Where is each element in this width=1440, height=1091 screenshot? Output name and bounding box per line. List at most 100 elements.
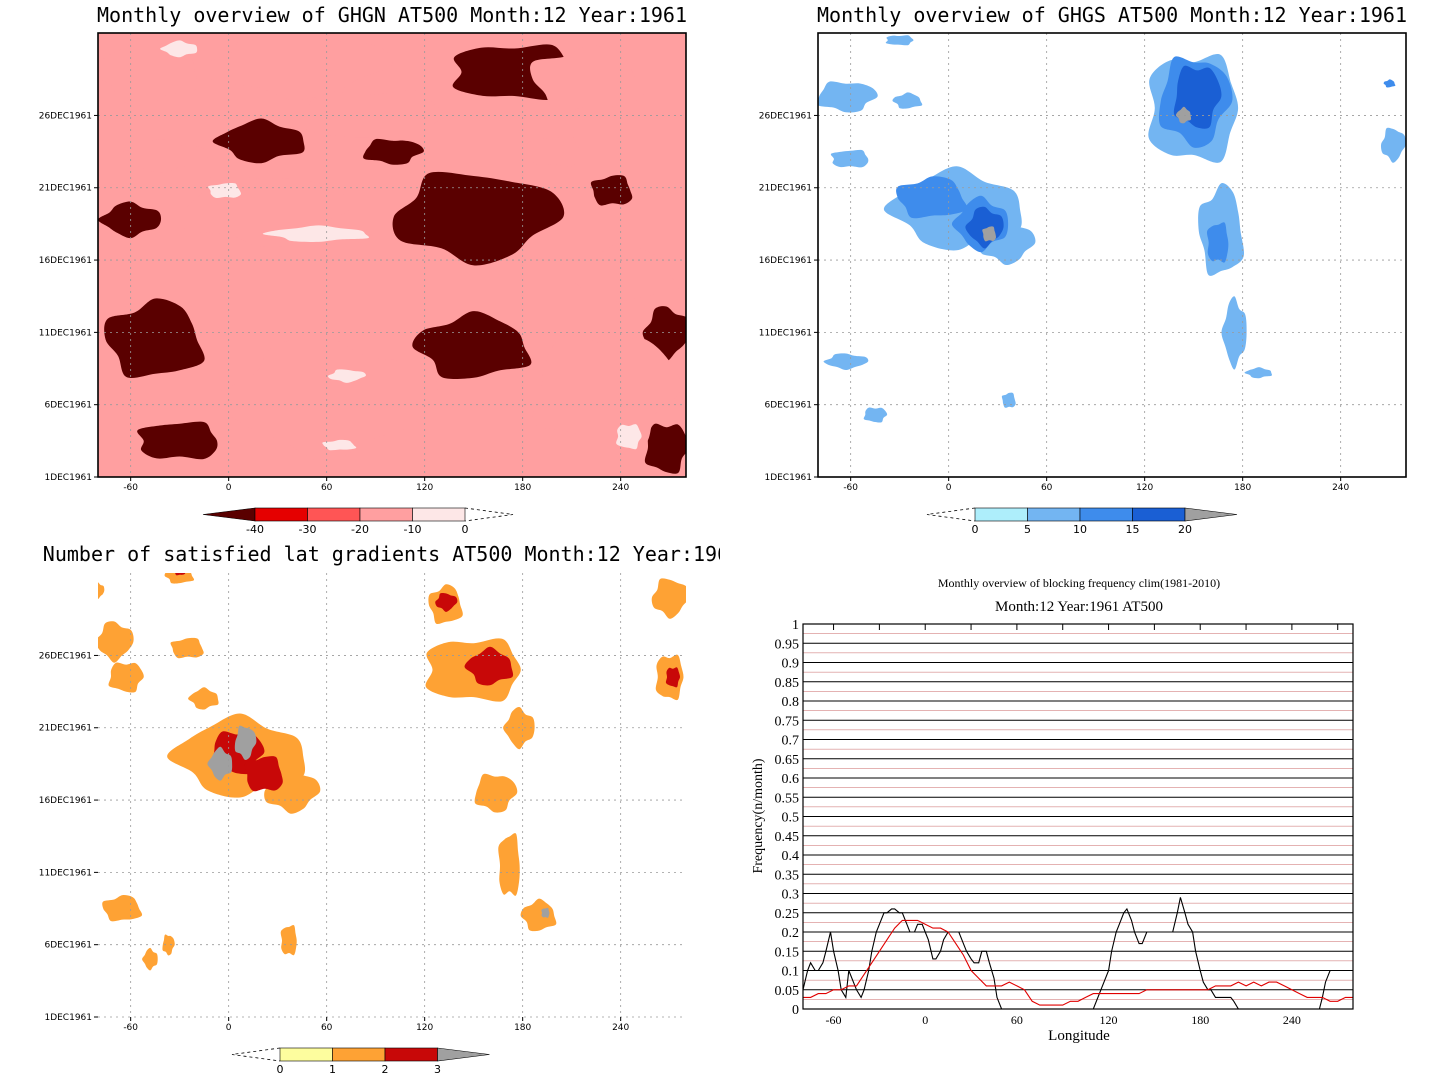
lat-gradients-contour-regions — [98, 573, 686, 971]
lat-gradients-contour-region — [474, 773, 518, 813]
ghgn-colorbar-label: -10 — [404, 523, 422, 536]
blocking-y-tick-label: 0.35 — [775, 868, 800, 883]
ghgn-contour-region — [262, 225, 370, 242]
ghgs-colorbar-label: 15 — [1126, 523, 1140, 536]
lat-gradients-contour-region — [520, 898, 557, 932]
lat-gradients-contour-region — [162, 934, 175, 956]
lat-gradients-y-tick-label: 1DEC1961 — [44, 1013, 92, 1023]
ghgn-contour-region — [560, 243, 679, 303]
lat-gradients-contour-region — [498, 833, 520, 896]
ghgn-colorbar-segment — [307, 507, 361, 522]
ghgn-y-tick-label: 1DEC1961 — [44, 473, 92, 483]
ghgn-panel: Monthly overview of GHGN AT500 Month:12 … — [39, 3, 687, 536]
blocking-y-tick-label: 0.8 — [782, 695, 800, 710]
ghgs-contour-region — [1221, 296, 1247, 370]
ghgn-y-axis: 1DEC1961 6DEC1961 11DEC1961 16DEC1961 21DEC1… — [39, 111, 98, 483]
climatology-line — [803, 919, 1353, 1006]
lat-gradients-y-tick-label: 6DEC1961 — [44, 941, 92, 951]
lat-gradients-y-tick-label: 11DEC1961 — [39, 868, 92, 878]
ghgn-contour-region — [214, 337, 438, 463]
ghgn-colorbar-segment — [359, 507, 413, 522]
ghgs-y-tick-label: 1DEC1961 — [764, 473, 812, 483]
ghgn-contour-region — [363, 138, 424, 165]
ghgs-colorbar-label: 10 — [1073, 523, 1087, 536]
ghgn-x-axis: -60 0 60 120 180 240 — [123, 477, 630, 493]
lat-gradients-y-tick-label: 21DEC1961 — [39, 724, 92, 734]
lat-gradients-colorbar-label: 2 — [382, 1063, 389, 1076]
lat-gradients-contour-region — [435, 592, 458, 612]
ghgn-contour-region — [590, 175, 633, 206]
lat-gradients-contour-region — [102, 895, 143, 922]
ghgs-contour-region — [1380, 127, 1406, 163]
lat-gradients-contour-region — [244, 756, 283, 792]
lat-gradients-panel: Number of satisfied lat gradients AT500 … — [39, 542, 720, 1076]
ghgn-contour-region — [104, 298, 205, 379]
ghgs-x-tick-label: -60 — [843, 483, 858, 493]
blocking-x-tick-label: 0 — [922, 1013, 928, 1027]
blocking-frequency-line — [803, 897, 1353, 1009]
ghgs-y-tick-label: 11DEC1961 — [759, 328, 812, 338]
ghgn-x-tick-label: 120 — [416, 483, 433, 493]
ghgn-colorbar-cap — [464, 507, 514, 522]
lat-gradients-contour-region — [207, 746, 233, 781]
lat-gradients-contour-region — [108, 662, 144, 693]
ghgn-x-tick-label: 60 — [321, 483, 333, 493]
ghgs-y-tick-label: 16DEC1961 — [759, 256, 812, 266]
ghgn-colorbar: -40 -30 -20 -10 0 — [202, 507, 514, 536]
ghgs-x-tick-label: 60 — [1041, 483, 1053, 493]
ghgs-contour-region — [863, 407, 888, 423]
ghgn-contour-region — [114, 139, 208, 173]
ghgs-y-axis: 1DEC1961 6DEC1961 11DEC1961 16DEC1961 21DEC1… — [759, 111, 818, 483]
ghgn-contour-region — [530, 45, 644, 112]
ghgn-contour-region — [137, 421, 218, 460]
blocking-x-tick-label: 240 — [1283, 1013, 1301, 1027]
blocking-x-tick-label: 60 — [1011, 1013, 1023, 1027]
blocking-plot-frame — [802, 623, 1354, 1010]
blocking-x-label: Longitude — [1048, 1028, 1110, 1044]
lat-gradients-colorbar: 0 1 2 3 — [231, 1047, 490, 1076]
ghgn-colorbar-segment — [254, 507, 308, 522]
blocking-y-label: Frequency(n/month) — [751, 758, 766, 873]
ghgs-contour-region — [896, 176, 968, 219]
lat-gradients-colorbar-segment — [384, 1047, 438, 1062]
lat-gradients-contour-region — [665, 667, 681, 688]
ghgn-y-tick-label: 16DEC1961 — [39, 256, 92, 266]
lat-gradients-x-axis: -60 0 60 120 180 240 — [123, 1017, 630, 1033]
lat-gradients-contour-region — [188, 687, 219, 710]
ghgs-colorbar-label: 5 — [1024, 523, 1031, 536]
ghgn-y-tick-label: 6DEC1961 — [44, 401, 92, 411]
lat-gradients-x-tick-label: -60 — [123, 1023, 138, 1033]
blocking-x-tick-label: 120 — [1100, 1013, 1118, 1027]
ghgs-y-tick-label: 6DEC1961 — [764, 401, 812, 411]
ghgn-colorbar-segment — [412, 507, 466, 522]
ghgs-contour-region — [982, 226, 996, 242]
ghgs-x-tick-label: 180 — [1234, 483, 1251, 493]
blocking-y-tick-label: 0.05 — [775, 984, 800, 999]
lat-gradients-y-tick-label: 26DEC1961 — [39, 651, 92, 661]
lat-gradients-contour-region — [280, 925, 297, 956]
ghgs-contour-region — [1244, 367, 1272, 379]
lat-gradients-x-tick-label: 180 — [514, 1023, 531, 1033]
ghgn-y-tick-label: 11DEC1961 — [39, 328, 92, 338]
lat-gradients-contour-region — [98, 582, 105, 599]
ghgs-y-tick-label: 26DEC1961 — [759, 111, 812, 121]
lat-gradients-contour-region — [234, 725, 257, 760]
ghgn-contour-region — [527, 136, 581, 167]
lat-gradients-colorbar-cap — [437, 1047, 490, 1062]
ghgs-colorbar-cap — [926, 507, 976, 522]
lat-gradients-contour-region — [541, 907, 550, 918]
blocking-y-tick-label: 0.95 — [775, 637, 800, 652]
ghgs-colorbar: 0 5 10 15 20 — [926, 507, 1238, 536]
ghgs-contour-region — [885, 35, 914, 46]
ghgn-plot-frame — [97, 32, 687, 478]
ghgn-y-tick-label: 21DEC1961 — [39, 184, 92, 194]
ghgn-colorbar-label: -40 — [246, 523, 264, 536]
ghgs-colorbar-segment — [1027, 507, 1081, 522]
blocking-subtitle: Month:12 Year:1961 AT500 — [995, 599, 1163, 615]
blocking-grid — [803, 633, 1353, 1000]
lat-gradients-y-axis: 1DEC1961 6DEC1961 11DEC1961 16DEC1961 21DEC1… — [39, 651, 98, 1023]
lat-gradients-x-tick-label: 60 — [321, 1023, 333, 1033]
blocking-series — [803, 897, 1353, 1009]
ghgs-panel: Monthly overview of GHGS AT500 Month:12 … — [759, 3, 1407, 536]
blocking-y-tick-label: 0 — [792, 1003, 799, 1018]
